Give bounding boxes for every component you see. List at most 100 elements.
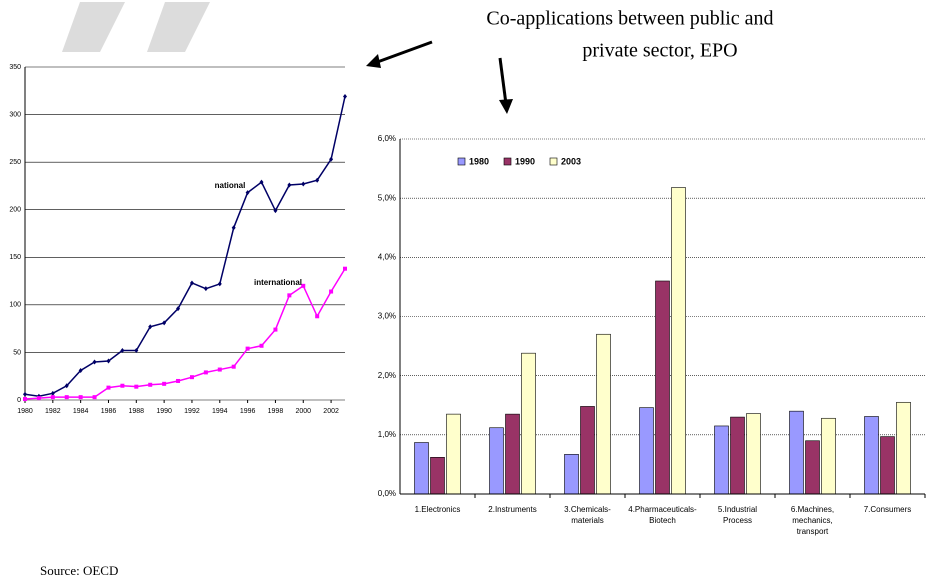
legend-swatch <box>549 157 558 166</box>
bar <box>655 280 670 495</box>
x-tick-label: 1990 <box>156 408 172 415</box>
point <box>189 375 194 380</box>
point <box>23 391 27 397</box>
x-tick-label: 1996 <box>240 408 256 415</box>
bar <box>564 454 579 495</box>
y-tick-label: 2,0% <box>378 371 396 380</box>
point <box>162 381 167 386</box>
y-tick-label: 4,0% <box>378 252 396 261</box>
bar <box>880 436 895 495</box>
bar <box>821 417 836 495</box>
series-line <box>24 268 346 400</box>
x-tick-label: 1992 <box>184 408 200 415</box>
annotation: Co-applications between public and <box>486 8 773 30</box>
quote-mark <box>147 2 210 52</box>
legend-label: 2003 <box>561 156 581 166</box>
point <box>78 395 83 400</box>
bar <box>805 440 820 495</box>
point <box>259 179 264 185</box>
point <box>176 306 181 312</box>
point <box>315 314 320 319</box>
bar <box>521 352 536 495</box>
x-tick-label: 2002 <box>323 408 339 415</box>
y-tick-label: 150 <box>9 254 21 261</box>
bar <box>714 425 729 495</box>
point <box>203 370 208 375</box>
y-tick-label: 0,0% <box>378 489 396 498</box>
bar <box>789 410 804 495</box>
point <box>64 395 69 400</box>
bar <box>671 187 686 495</box>
annotation: private sector, EPO <box>582 40 737 62</box>
point <box>106 358 111 364</box>
x-tick-label: 1980 <box>17 408 33 415</box>
source: Source: OECD <box>40 563 118 578</box>
legend-label: 1980 <box>469 156 489 166</box>
point <box>231 225 236 231</box>
y-tick-label: 5,0% <box>378 193 396 202</box>
bar <box>746 413 761 495</box>
point <box>50 395 55 400</box>
point <box>203 286 208 292</box>
x-tick-label: 1998 <box>268 408 284 415</box>
y-tick-label: 1,0% <box>378 430 396 439</box>
point <box>134 384 139 389</box>
point <box>273 208 278 214</box>
bar <box>580 406 595 495</box>
x-tick-label: 1986 <box>101 408 117 415</box>
bar <box>896 401 911 495</box>
legend-label: 1990 <box>515 156 535 166</box>
legend-swatch <box>457 157 466 166</box>
point <box>64 383 69 389</box>
point <box>36 396 41 401</box>
point <box>134 348 139 354</box>
point <box>245 190 250 196</box>
point <box>287 293 292 298</box>
y-tick-label: 350 <box>9 64 21 71</box>
x-tick-label: 2.Instruments <box>488 505 537 514</box>
point <box>120 383 125 388</box>
point <box>176 378 181 383</box>
point <box>148 324 153 330</box>
series-label: national <box>215 181 246 190</box>
y-tick-label: 3,0% <box>378 312 396 321</box>
x-tick-label: 1988 <box>129 408 145 415</box>
y-tick-label: 250 <box>9 159 21 166</box>
y-tick-label: 6,0% <box>378 134 396 143</box>
point <box>315 177 320 183</box>
point <box>148 382 153 387</box>
x-tick-label: 1984 <box>73 408 89 415</box>
point <box>217 281 222 287</box>
bar <box>489 427 504 495</box>
series-line <box>24 96 346 397</box>
point <box>162 320 167 326</box>
bar <box>414 442 429 495</box>
series-label: international <box>254 278 302 287</box>
arrow-head <box>499 99 513 114</box>
x-tick-label: 1.Electronics <box>414 505 461 514</box>
bar <box>446 413 461 495</box>
point <box>231 364 236 369</box>
x-tick-label: 1994 <box>212 408 228 415</box>
point <box>120 348 125 354</box>
point <box>92 395 97 400</box>
bar <box>864 416 879 495</box>
x-tick-label: 3.Chemicals-materials <box>564 505 611 525</box>
y-tick-label: 200 <box>9 207 21 214</box>
point <box>329 289 334 294</box>
point <box>343 266 347 271</box>
bar <box>596 333 611 495</box>
x-tick-label: 5.Industrial Process <box>717 505 758 525</box>
point <box>273 327 278 332</box>
arrow <box>371 40 433 66</box>
legend-swatch <box>503 157 512 166</box>
point <box>301 181 306 187</box>
quote-mark <box>62 2 125 52</box>
bar <box>639 407 654 495</box>
bar <box>730 416 745 495</box>
arrow-head <box>366 54 381 68</box>
point <box>259 343 264 348</box>
arrow <box>498 57 508 105</box>
bar <box>430 457 445 495</box>
